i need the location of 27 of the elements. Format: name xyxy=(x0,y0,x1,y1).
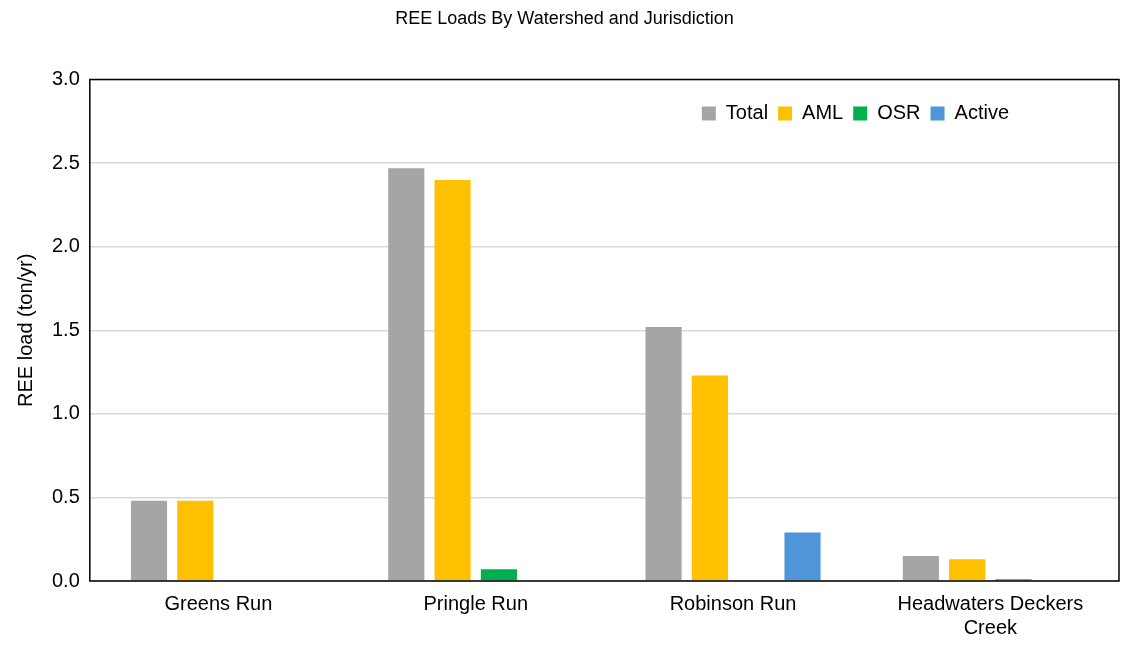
bar xyxy=(902,555,939,581)
x-tick-label: Headwaters Deckers Creek xyxy=(897,591,1084,638)
bar xyxy=(480,569,517,581)
y-tick-label: 0.0 xyxy=(51,568,80,591)
y-tick-label: 1.5 xyxy=(51,317,80,340)
bar xyxy=(691,375,728,581)
legend-label: Total xyxy=(725,101,769,124)
y-tick-label: 2.0 xyxy=(51,234,80,257)
bar xyxy=(434,179,471,581)
legend-label: AML xyxy=(802,101,844,124)
x-tick-label: Pringle Run xyxy=(423,591,529,614)
bar xyxy=(645,326,682,581)
chart-title: REE Loads By Watershed and Jurisdiction xyxy=(395,7,734,28)
x-tick-label: Robinson Run xyxy=(669,591,797,614)
legend-label: OSR xyxy=(877,101,921,124)
y-axis-title: REE load (ton/yr) xyxy=(13,253,36,407)
bar xyxy=(784,532,821,581)
bar xyxy=(177,500,214,581)
y-tick-label: 2.5 xyxy=(51,150,80,173)
bar xyxy=(949,559,986,581)
legend-label: Active xyxy=(954,101,1010,124)
y-tick-label: 3.0 xyxy=(51,67,80,90)
y-tick-label: 0.5 xyxy=(51,484,80,507)
bar xyxy=(388,168,425,581)
bar xyxy=(130,500,168,581)
y-tick-label: 1.0 xyxy=(51,401,80,424)
x-tick-label: Greens Run xyxy=(164,591,273,614)
